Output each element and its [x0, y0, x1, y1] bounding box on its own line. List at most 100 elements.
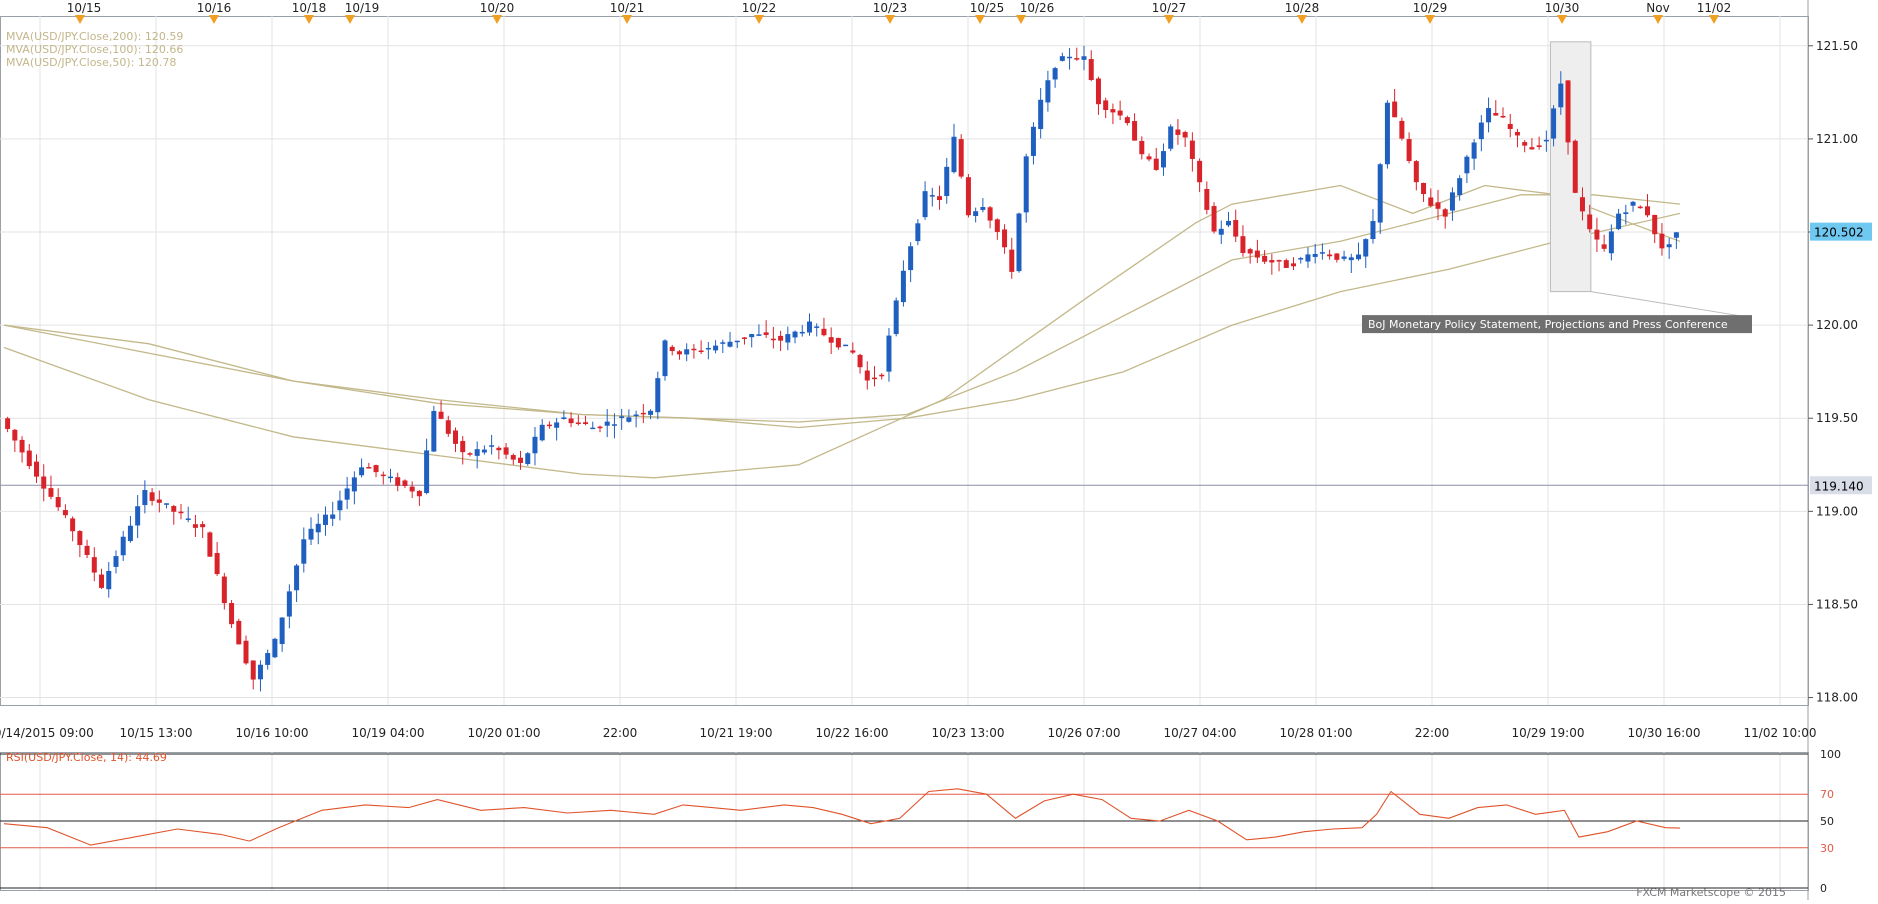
- candle-body: [1507, 123, 1513, 130]
- candle-body: [77, 531, 83, 546]
- top-date-label: 10/25: [970, 1, 1005, 15]
- candle-body: [611, 424, 617, 426]
- candle-body: [207, 532, 213, 557]
- candle-body: [1233, 220, 1239, 237]
- candle-body: [48, 488, 54, 497]
- candle-body: [734, 340, 740, 343]
- candle-body: [1464, 156, 1470, 174]
- x-tick-label: 10/16 10:00: [236, 726, 309, 740]
- x-tick-label: 10/21 19:00: [700, 726, 773, 740]
- candle-body: [857, 354, 863, 368]
- candle-body: [156, 499, 162, 503]
- candle-body: [1500, 115, 1506, 118]
- candle-body: [120, 536, 126, 556]
- top-date-label: 10/22: [742, 1, 777, 15]
- candle-body: [554, 422, 560, 428]
- candle-body: [1587, 214, 1593, 230]
- candle-body: [1421, 182, 1427, 195]
- top-date-label: 10/30: [1545, 1, 1580, 15]
- candle-body: [1305, 254, 1311, 262]
- x-tick-label: 10/30 16:00: [1628, 726, 1701, 740]
- candle-body: [236, 620, 242, 645]
- candle-body: [221, 576, 227, 604]
- candle-body: [1009, 249, 1015, 272]
- candle-body: [243, 640, 249, 664]
- candle-body: [127, 525, 133, 542]
- candle-body: [518, 457, 524, 463]
- candle-body: [886, 335, 892, 372]
- x-tick-label: 22:00: [1415, 726, 1450, 740]
- candle-body: [1543, 139, 1549, 142]
- candle-body: [1514, 131, 1520, 136]
- candle-body: [872, 377, 878, 380]
- candle-body: [806, 321, 812, 333]
- candle-body: [1370, 221, 1376, 240]
- current-price-label: 120.502: [1814, 226, 1864, 240]
- candle-body: [640, 412, 646, 415]
- x-tick-label: 10/27 04:00: [1164, 726, 1237, 740]
- candle-body: [1189, 140, 1195, 159]
- candle-body: [200, 524, 206, 528]
- candle-body: [705, 347, 711, 350]
- moving-average-line: [3, 212, 1681, 429]
- candle-body: [741, 337, 747, 339]
- candle-body: [91, 557, 97, 573]
- y-tick-label: 118.50: [1816, 597, 1858, 611]
- event-marker-icon: [1297, 15, 1307, 24]
- candle-body: [987, 207, 993, 221]
- candle-body: [1182, 132, 1188, 138]
- candle-body: [315, 523, 321, 533]
- candle-body: [1348, 257, 1354, 261]
- rsi-level-label: 0: [1820, 882, 1827, 895]
- candle-body: [192, 524, 198, 528]
- candle-body: [1204, 188, 1210, 210]
- candle-body: [1081, 56, 1087, 60]
- candle-body: [1673, 232, 1679, 238]
- candle-body: [1399, 120, 1405, 139]
- candle-body: [1522, 142, 1528, 146]
- event-highlight-box: [1549, 41, 1592, 293]
- candle-body: [344, 488, 350, 500]
- candle-body: [445, 420, 451, 434]
- candle-body: [619, 416, 625, 418]
- candle-body: [1334, 253, 1340, 260]
- top-date-label: 10/23: [873, 1, 908, 15]
- candle-body: [626, 417, 632, 422]
- candle-body: [1406, 139, 1412, 162]
- candle-body: [1558, 83, 1564, 108]
- candle-body: [937, 196, 943, 201]
- legend-ma200: MVA(USD/JPY.Close,200): 120.59: [6, 30, 184, 43]
- candle-body: [792, 331, 798, 338]
- y-tick-label: 119.50: [1816, 411, 1858, 425]
- candle-body: [763, 332, 769, 335]
- current-price-tag: [1810, 222, 1872, 241]
- candle-body: [1471, 142, 1477, 159]
- candle-body: [12, 429, 18, 441]
- candle-body: [373, 465, 379, 473]
- annotation-connector: [1590, 291, 1741, 317]
- candle-body: [965, 177, 971, 216]
- candle-body: [366, 467, 372, 469]
- candle-body: [756, 334, 762, 336]
- candle-body: [84, 545, 90, 556]
- candle-body: [387, 476, 393, 479]
- event-marker-icon: [1709, 15, 1719, 24]
- candle-body: [1067, 56, 1073, 59]
- level-price-tag: [1810, 476, 1872, 495]
- candle-body: [308, 528, 314, 540]
- candle-body: [1623, 212, 1629, 214]
- candle-body: [1644, 206, 1650, 216]
- rsi-level-label: 30: [1820, 842, 1834, 855]
- candle-body: [1637, 206, 1643, 209]
- candle-body: [453, 430, 459, 444]
- candle-body: [409, 486, 415, 492]
- candle-body: [1616, 213, 1622, 230]
- candle-body: [944, 166, 950, 196]
- candle-body: [272, 638, 278, 658]
- candle-body: [424, 450, 430, 494]
- candle-body: [171, 506, 177, 512]
- event-marker-icon: [1653, 15, 1663, 24]
- candle-body: [149, 492, 155, 501]
- event-marker-icon: [345, 15, 355, 24]
- watermark: FXCM Marketscope © 2015: [1636, 886, 1786, 899]
